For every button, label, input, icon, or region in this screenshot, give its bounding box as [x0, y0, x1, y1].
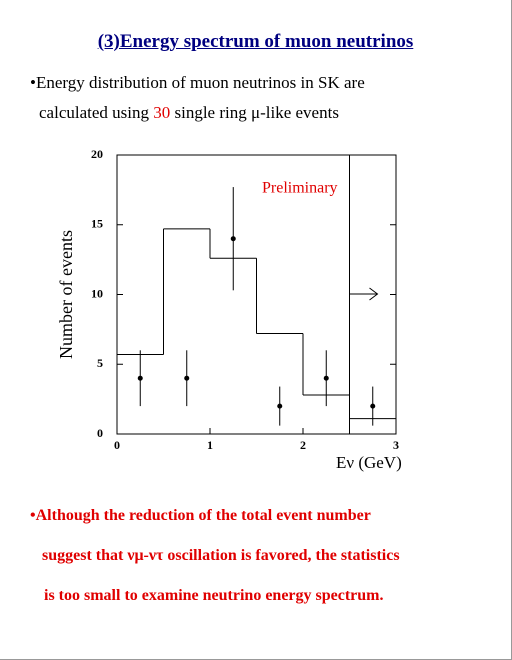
y-tick-label: 10 — [91, 286, 103, 300]
bullet-line: suggest that νμ-ντ oscillation is favore… — [42, 547, 400, 564]
y-tick-label: 0 — [97, 426, 103, 440]
bullet-line: calculated using 30 single ring μ-like e… — [39, 103, 339, 123]
highlight-number: 30 — [153, 103, 171, 122]
annotation: Preliminary — [262, 180, 338, 197]
x-axis-label: Eν (GeV) — [336, 453, 402, 472]
bullet-line: •Although the reduction of the total eve… — [30, 507, 371, 524]
cut-arrow-head — [369, 287, 379, 301]
text: single ring μ-like events — [170, 103, 339, 122]
text: calculated using — [39, 103, 154, 122]
bullet-line: •Energy distribution of muon neutrinos i… — [30, 73, 365, 92]
chart: 0 5 10 15 20 0 1 2 3 Number of events Eν (GeV) Prel… — [56, 147, 402, 472]
data-point — [230, 236, 236, 242]
y-tick-label: 5 — [97, 356, 103, 370]
y-tick-label: 20 — [91, 147, 103, 161]
text: Energy distribution of muon neutrinos in… — [35, 73, 365, 92]
bullet-line: is too small to examine neutrino energy … — [44, 587, 384, 604]
y-axis-label: Number of events — [56, 230, 76, 359]
y-tick-label: 15 — [91, 217, 103, 231]
data-point — [323, 375, 329, 381]
data-point — [370, 403, 376, 409]
data-point — [277, 403, 283, 409]
data-point — [137, 375, 143, 381]
data-point — [184, 375, 190, 381]
text: Although the reduction of the total even… — [35, 507, 371, 524]
slide-title: (3)Energy spectrum of muon neutrinos — [97, 31, 414, 52]
x-tick-label: 2 — [300, 438, 306, 452]
x-tick-label: 3 — [393, 438, 399, 452]
x-tick-label: 0 — [114, 438, 120, 452]
x-tick-label: 1 — [207, 438, 213, 452]
